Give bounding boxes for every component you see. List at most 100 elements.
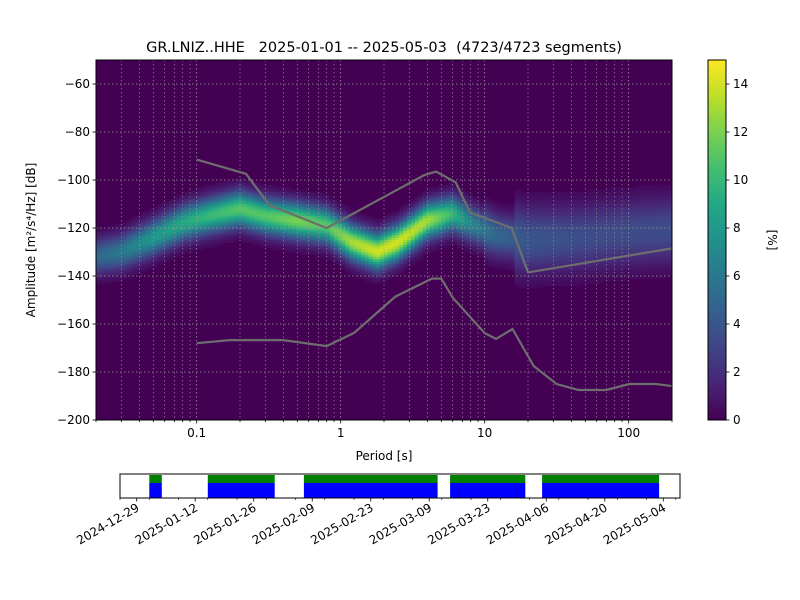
heatmap-cell — [625, 237, 631, 241]
heatmap-cell — [176, 199, 182, 203]
heatmap-cell — [222, 230, 228, 234]
heatmap-cell — [384, 223, 389, 227]
heatmap-cell — [211, 204, 216, 207]
heatmap-cell — [334, 254, 339, 258]
heatmap-cell — [403, 259, 408, 263]
heatmap-cell — [330, 254, 335, 258]
heatmap-cell — [203, 218, 208, 222]
heatmap-cell — [583, 192, 589, 195]
heatmap-cell — [241, 225, 247, 229]
heatmap-column — [222, 180, 228, 243]
heatmap-column — [514, 189, 519, 287]
heatmap-cell — [299, 194, 304, 198]
heatmap-cell — [426, 218, 431, 222]
heatmap-cell — [641, 256, 646, 260]
heatmap-cell — [280, 235, 285, 239]
heatmap-cell — [622, 235, 627, 239]
heatmap-cell — [445, 240, 450, 243]
heatmap-cell — [341, 232, 347, 236]
heatmap-cell — [245, 194, 251, 198]
heatmap-cell — [472, 208, 477, 212]
heatmap-column — [418, 194, 423, 260]
heatmap-cell — [445, 232, 450, 236]
heatmap-cell — [218, 187, 224, 191]
heatmap-cell — [230, 216, 235, 219]
heatmap-cell — [291, 208, 297, 212]
heatmap-cell — [591, 261, 596, 265]
heatmap-cell — [280, 240, 285, 243]
heatmap-cell — [552, 249, 558, 253]
heatmap-cell — [660, 211, 665, 215]
heatmap-cell — [656, 230, 662, 234]
heatmap-cell — [337, 216, 343, 219]
heatmap-cell — [599, 276, 604, 279]
heatmap-cell — [564, 223, 569, 227]
heatmap-cell — [384, 242, 389, 246]
heatmap-cell — [395, 268, 400, 272]
heatmap-cell — [441, 194, 447, 198]
heatmap-cell — [222, 220, 228, 224]
heatmap-cell — [652, 256, 658, 260]
heatmap-cell — [591, 213, 596, 217]
heatmap-column — [299, 189, 304, 255]
heatmap-cell — [652, 247, 658, 251]
heatmap-cell — [614, 228, 619, 231]
heatmap-column — [629, 187, 635, 279]
heatmap-cell — [119, 242, 124, 246]
heatmap-cell — [387, 268, 393, 272]
heatmap-cell — [487, 256, 493, 260]
heatmap-cell — [552, 192, 558, 195]
heatmap-cell — [572, 242, 577, 246]
heatmap-cell — [126, 254, 132, 258]
heatmap-cell — [426, 201, 431, 205]
heatmap-cell — [264, 184, 270, 188]
heatmap-cell — [518, 247, 523, 251]
heatmap-cell — [257, 213, 262, 217]
heatmap-cell — [207, 240, 212, 243]
heatmap-cell — [633, 230, 639, 234]
heatmap-cell — [153, 249, 159, 253]
heatmap-cell — [399, 225, 404, 229]
heatmap-cell — [610, 254, 615, 258]
heatmap-cell — [345, 268, 351, 272]
heatmap-cell — [391, 266, 397, 270]
heatmap-cell — [276, 192, 281, 195]
heatmap-cell — [238, 237, 243, 241]
heatmap-cell — [552, 237, 558, 241]
heatmap-cell — [157, 218, 162, 222]
heatmap-cell — [652, 266, 658, 270]
heatmap-cell — [602, 240, 608, 243]
heatmap-cell — [234, 189, 239, 193]
heatmap-cell — [172, 201, 178, 205]
heatmap-cell — [487, 264, 493, 267]
heatmap-cell — [472, 232, 477, 236]
heatmap-cell — [368, 254, 374, 258]
y-tick-label: −120 — [57, 221, 90, 235]
heatmap-cell — [142, 247, 147, 251]
heatmap-cell — [629, 208, 635, 212]
heatmap-cell — [353, 271, 358, 275]
heatmap-cell — [641, 230, 646, 234]
heatmap-cell — [568, 196, 573, 200]
heatmap-cell — [549, 256, 554, 260]
heatmap-cell — [395, 225, 400, 229]
heatmap-cell — [453, 199, 458, 203]
heatmap-cell — [322, 220, 327, 224]
heatmap-cell — [514, 247, 519, 251]
heatmap-cell — [595, 264, 600, 267]
heatmap-cell — [637, 249, 642, 253]
heatmap-cell — [403, 225, 408, 229]
heatmap-cell — [480, 199, 485, 203]
heatmap-cell — [280, 192, 285, 195]
heatmap-cell — [318, 252, 324, 255]
heatmap-cell — [460, 211, 466, 215]
heatmap-cell — [622, 273, 627, 277]
heatmap-cell — [533, 225, 539, 229]
heatmap-cell — [176, 244, 182, 248]
heatmap-cell — [618, 213, 623, 217]
heatmap-cell — [134, 240, 139, 243]
heatmap-cell — [491, 249, 496, 253]
heatmap-cell — [437, 199, 443, 203]
heatmap-cell — [188, 232, 193, 236]
heatmap-cell — [529, 266, 535, 270]
